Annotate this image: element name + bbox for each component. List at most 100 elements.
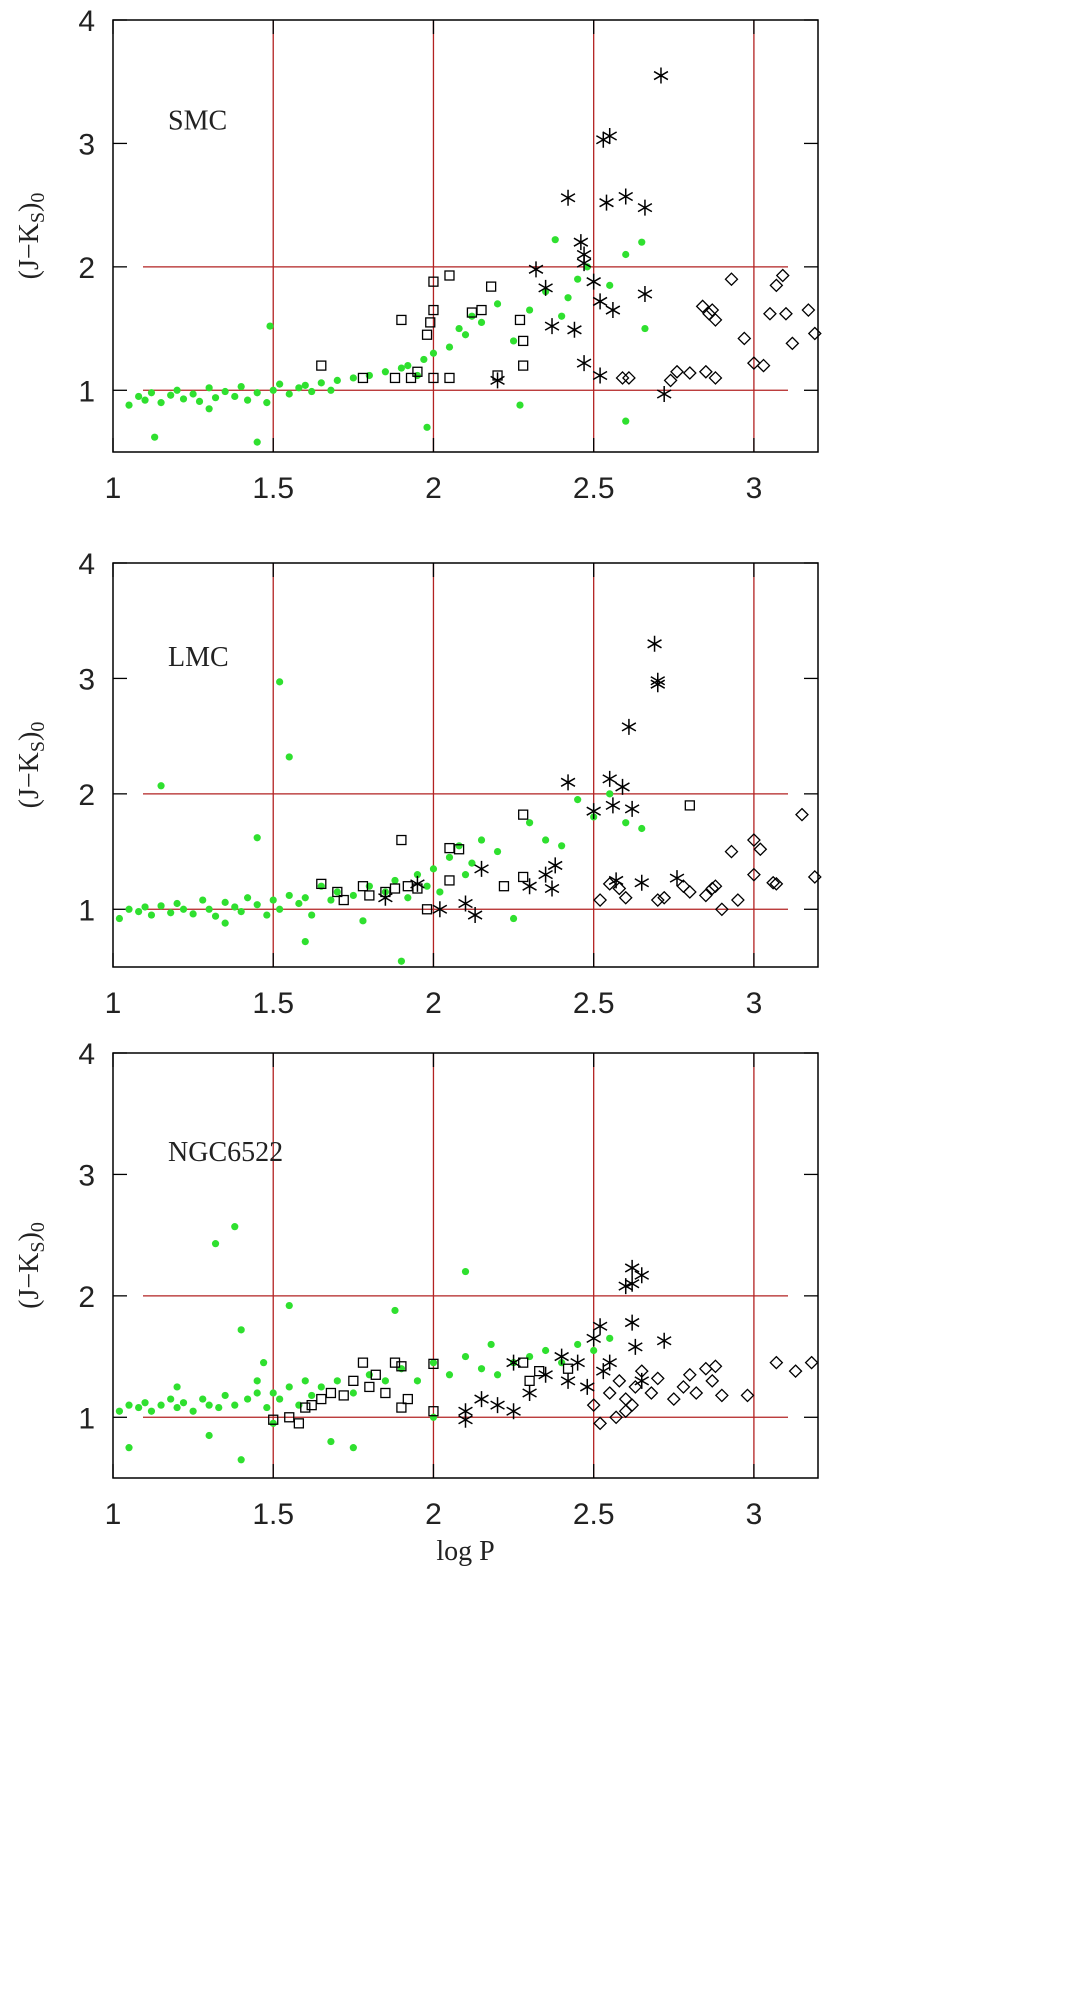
- point: [141, 1399, 149, 1407]
- point: [653, 67, 669, 84]
- point: [285, 1383, 293, 1391]
- point: [125, 401, 133, 409]
- y-tick-label: 1: [78, 375, 95, 408]
- point: [349, 891, 357, 900]
- point: [461, 331, 470, 339]
- y-axis-label-part: ): [14, 203, 45, 212]
- point: [453, 844, 465, 855]
- point: [327, 386, 335, 394]
- point: [606, 281, 614, 289]
- x-tick-label: 3: [746, 987, 763, 1020]
- point: [485, 281, 497, 292]
- point: [624, 1259, 640, 1276]
- point: [669, 870, 685, 887]
- point: [391, 876, 399, 885]
- point: [564, 294, 572, 302]
- point: [650, 1371, 665, 1386]
- point: [538, 866, 553, 883]
- point: [429, 1413, 438, 1421]
- point: [349, 1444, 357, 1452]
- point: [605, 302, 621, 319]
- point: [125, 1444, 133, 1452]
- x-tick-label: 2: [425, 987, 442, 1020]
- point: [425, 317, 436, 328]
- point: [602, 876, 617, 891]
- x-tick-label: 2: [425, 1498, 442, 1531]
- point: [682, 1367, 697, 1382]
- point: [211, 912, 220, 920]
- point: [396, 1402, 407, 1413]
- point: [285, 891, 293, 900]
- point: [595, 1363, 611, 1380]
- y-tick-label: 2: [78, 252, 95, 285]
- point: [455, 842, 463, 850]
- point: [269, 896, 277, 904]
- point: [602, 1386, 617, 1400]
- point: [333, 888, 341, 896]
- point: [410, 875, 425, 892]
- point: [724, 272, 739, 287]
- point: [308, 387, 316, 396]
- y-axis-label-part: S: [27, 212, 49, 223]
- point: [173, 899, 181, 908]
- point: [579, 1378, 595, 1395]
- point: [396, 834, 407, 846]
- point: [628, 1338, 643, 1355]
- y-tick-label: 3: [78, 663, 95, 696]
- panel-label: LMC: [168, 642, 229, 673]
- point: [538, 279, 553, 296]
- point: [518, 1357, 529, 1368]
- point: [705, 303, 720, 317]
- x-tick-label: 3: [746, 1498, 763, 1531]
- point: [231, 1401, 239, 1409]
- point: [593, 1416, 608, 1431]
- point: [689, 1386, 704, 1400]
- point: [317, 1383, 325, 1391]
- point: [428, 1358, 439, 1370]
- point: [364, 1381, 375, 1393]
- point: [125, 1401, 133, 1409]
- point: [421, 329, 433, 340]
- point: [506, 1403, 521, 1420]
- y-tick-label: 1: [78, 894, 95, 927]
- point: [421, 904, 433, 915]
- point: [650, 676, 666, 693]
- point: [231, 392, 239, 401]
- point: [638, 824, 646, 833]
- point: [423, 882, 431, 890]
- point: [769, 876, 784, 891]
- x-tick-label: 3: [746, 472, 763, 505]
- point: [586, 803, 601, 820]
- point: [514, 314, 526, 326]
- point: [333, 376, 341, 385]
- point: [560, 774, 576, 791]
- point: [285, 390, 293, 398]
- point: [306, 1399, 317, 1411]
- point: [423, 423, 431, 431]
- point: [301, 938, 309, 946]
- point: [348, 1375, 359, 1387]
- point: [269, 1419, 277, 1427]
- y-axis-label-part: 0: [27, 193, 49, 203]
- point: [695, 299, 710, 314]
- point: [295, 899, 303, 908]
- point: [269, 386, 277, 394]
- point: [263, 911, 271, 919]
- point: [560, 1372, 576, 1389]
- point: [622, 250, 630, 259]
- point: [622, 371, 636, 385]
- point: [333, 1377, 341, 1385]
- point: [682, 366, 697, 380]
- point: [714, 1388, 729, 1403]
- point: [429, 349, 438, 357]
- point: [253, 389, 261, 397]
- point: [795, 807, 809, 822]
- y-tick-label: 4: [78, 5, 95, 38]
- point: [317, 379, 325, 387]
- point: [576, 355, 592, 372]
- point: [327, 1437, 335, 1446]
- point: [769, 278, 784, 293]
- point: [173, 386, 181, 394]
- point: [766, 875, 781, 890]
- point: [593, 893, 608, 907]
